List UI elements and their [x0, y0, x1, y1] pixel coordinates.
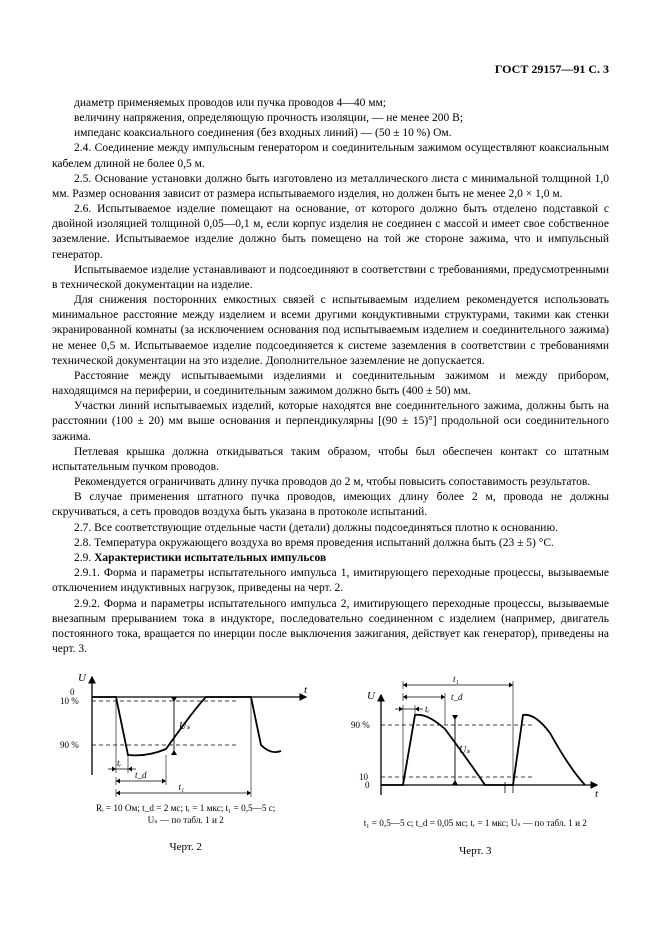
svg-text:U: U	[367, 690, 376, 702]
svg-text:U: U	[78, 672, 87, 684]
figure-2: Ut 10 %0 90 % Uₛ tᵣ t_d t₁ Rᵢ = 10 Ом; t_d = 2…	[52, 667, 319, 858]
figure-3-label: Черт. 3	[459, 844, 491, 859]
page-header: ГОСТ 29157—91 С. 3	[52, 62, 609, 78]
svg-text:t_d: t_d	[135, 770, 147, 780]
paragraph: импеданс коаксиального соединения (без в…	[52, 126, 609, 141]
paragraph: 2.7. Все соответствующие отдельные части…	[52, 521, 609, 536]
svg-text:tᵣ: tᵣ	[425, 704, 430, 714]
figure-2-label: Черт. 2	[169, 840, 201, 855]
svg-text:90 %: 90 %	[351, 720, 370, 730]
body-text-2: 2.9.1. Форма и параметры испытательного …	[52, 566, 609, 657]
svg-text:t₁: t₁	[178, 782, 184, 792]
sec-title: Характеристики испытательных импульсов	[94, 552, 326, 564]
paragraph: Испытываемое изделие устанавливают и под…	[52, 263, 609, 293]
paragraph: Расстояние между испытываемыми изделиями…	[52, 369, 609, 399]
svg-text:0: 0	[365, 780, 370, 790]
paragraph: Петлевая крышка должна откидываться таки…	[52, 445, 609, 475]
paragraph: В случае применения штатного пучка прово…	[52, 490, 609, 520]
figure-2-caption: Rᵢ = 10 Ом; t_d = 2 мс; tᵣ = 1 мкс; t₁ =…	[96, 803, 275, 826]
paragraph: Участки линий испытываемых изделий, кото…	[52, 399, 609, 445]
figure-3-svg: Ut90 %100Uₛtᵣt_dt₁	[345, 667, 605, 812]
svg-text:tᵣ: tᵣ	[117, 758, 122, 768]
svg-text:t: t	[304, 684, 308, 696]
paragraph: 2.6. Испытываемое изделие помещают на ос…	[52, 202, 609, 263]
paragraph: диаметр применяемых проводов или пучка п…	[52, 96, 609, 111]
svg-text:t₁: t₁	[453, 674, 459, 684]
paragraph: Рекомендуется ограничивать длину пучка п…	[52, 475, 609, 490]
paragraph: величину напряжения, определяющую прочно…	[52, 111, 609, 126]
paragraph: 2.5. Основание установки должно быть изг…	[52, 172, 609, 202]
figure-2-svg: Ut 10 %0 90 % Uₛ tᵣ t_d t₁	[56, 667, 316, 797]
figures-row: Ut10 %090 %Uₛtᵣt_dt₁ Rᵢ = 10 Ом; t_d = 2…	[52, 667, 609, 858]
page: ГОСТ 29157—91 С. 3 диаметр применяемых п…	[0, 0, 661, 936]
paragraph: 2.8. Температура окружающего воздуха во …	[52, 536, 609, 551]
section-2-9: 2.9. Характеристики испытательных импуль…	[52, 551, 609, 566]
svg-text:90 %: 90 %	[60, 740, 79, 750]
figure-3-caption: t₁ = 0,5—5 с; t_d = 0,05 мс; tᵣ = 1 мкс;…	[364, 818, 587, 830]
paragraph: Для снижения посторонних емкостных связе…	[52, 293, 609, 369]
svg-text:t_d: t_d	[451, 692, 463, 702]
svg-text:Uₛ: Uₛ	[179, 721, 190, 732]
paragraph: 2.4. Соединение между импульсным генерат…	[52, 141, 609, 171]
sec-num: 2.9.	[74, 552, 91, 564]
figure-3: Ut90 %100Uₛtᵣt_dt₁ t₁ = 0,5—5 с; t_d = 0…	[342, 667, 609, 858]
svg-text:Uₛ: Uₛ	[459, 745, 470, 756]
svg-text:t: t	[595, 788, 599, 800]
svg-text:0: 0	[70, 687, 75, 697]
svg-text:10 %: 10 %	[60, 696, 79, 706]
paragraph: 2.9.2. Форма и параметры испытательного …	[52, 597, 609, 658]
body-text: диаметр применяемых проводов или пучка п…	[52, 96, 609, 551]
paragraph: 2.9.1. Форма и параметры испытательного …	[52, 566, 609, 596]
